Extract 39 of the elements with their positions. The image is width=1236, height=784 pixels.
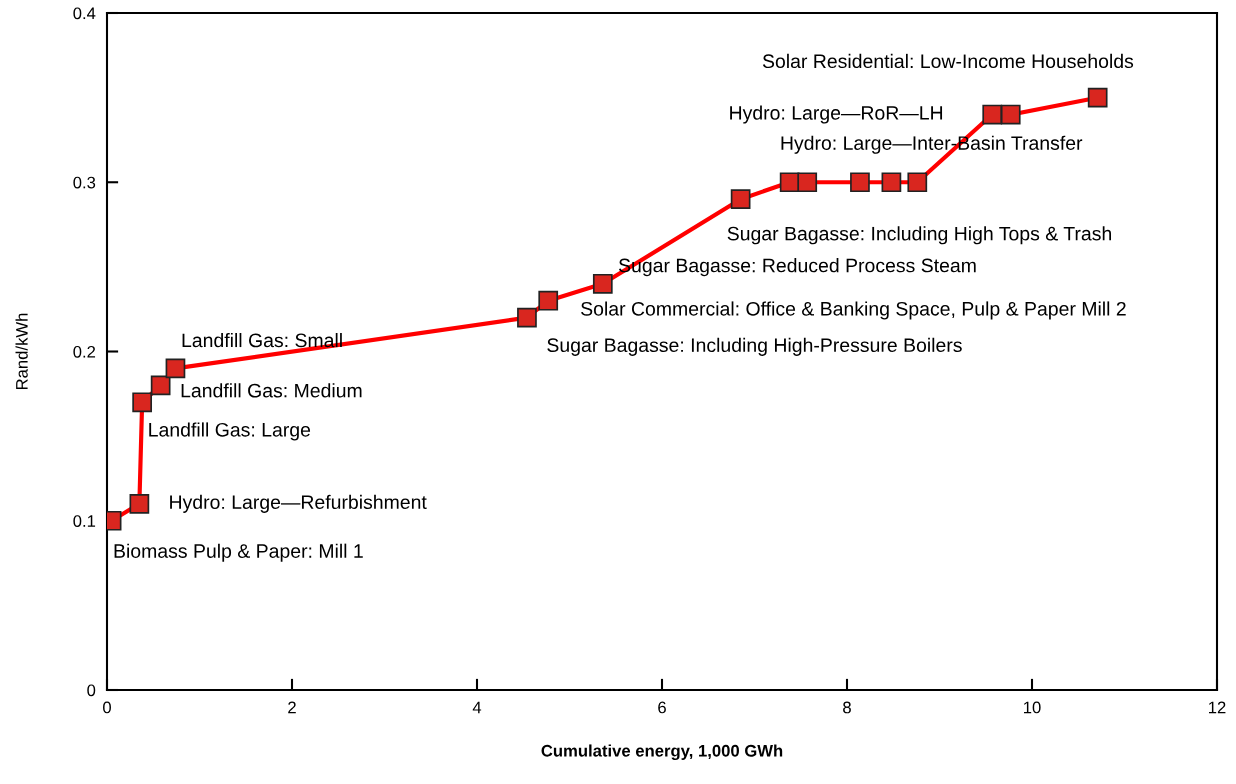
y-tick-label: 0 (87, 684, 96, 697)
y-tick-label: 0.3 (73, 176, 96, 189)
x-tick-label: 12 (1209, 701, 1226, 714)
annotation: Sugar Bagasse: Including High-Pressure Boilers (547, 337, 962, 356)
y-tick-label: 0.4 (73, 7, 96, 20)
point (538, 290, 559, 311)
annotation: Solar Residential: Low-Income Households (762, 53, 1134, 69)
y-axis-title: Rand/kWh (15, 313, 28, 390)
point (982, 104, 1003, 125)
point (129, 493, 150, 514)
point (907, 172, 928, 193)
point (132, 392, 153, 413)
annotation: Sugar Bagasse: Including High Tops & Trash (727, 226, 1111, 245)
x-tick-label: 10 (1024, 701, 1041, 714)
point (1087, 87, 1108, 108)
annotation: Hydro: Large—RoR—LH (730, 105, 943, 124)
point (1000, 104, 1021, 125)
x-tick-label: 2 (288, 701, 296, 714)
point (150, 375, 171, 396)
x-axis-title: Cumulative energy, 1,000 GWh (541, 744, 783, 761)
point (592, 273, 613, 294)
x-tick-label: 8 (843, 701, 851, 714)
y-tick-label: 0.2 (73, 345, 96, 358)
annotation: Biomass Pulp & Paper: Mill 1 (114, 543, 363, 562)
point (850, 172, 870, 193)
x-tick-label: 4 (472, 701, 482, 714)
y-tick-label: 0.1 (73, 515, 96, 527)
annotation: Hydro: Large—Refurbishment (170, 494, 427, 513)
annotation: Landfill Gas: Small (182, 332, 342, 348)
annotation: Solar Commercial: Office & Banking Space, Pulp & Paper Mill 2 (581, 301, 1126, 320)
annotation: Landfill Gas: Medium (181, 383, 362, 398)
point (165, 358, 186, 379)
point (517, 307, 537, 328)
point (881, 172, 902, 193)
point (797, 172, 818, 193)
x-tick-label: 6 (658, 701, 666, 714)
point (730, 189, 751, 210)
annotation: Landfill Gas: Large (149, 422, 311, 441)
x-tick-label: 0 (103, 701, 111, 714)
